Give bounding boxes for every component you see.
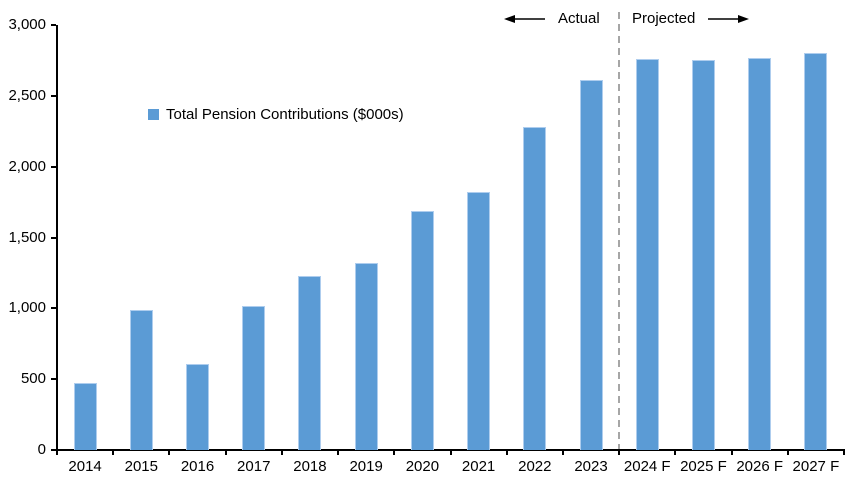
bar-2025-f xyxy=(691,60,715,450)
x-axis-tick xyxy=(224,450,227,455)
y-axis-label: 3,000 xyxy=(8,16,46,33)
x-axis-label: 2021 xyxy=(461,458,496,475)
bar-2022 xyxy=(523,127,547,450)
actual-projected-divider xyxy=(618,12,620,450)
x-axis-tick xyxy=(618,450,621,455)
bar-2017 xyxy=(242,305,266,450)
annotation-actual: Actual xyxy=(504,10,600,27)
x-axis-label: 2027 F xyxy=(792,458,840,475)
bar-2019 xyxy=(354,263,378,450)
x-axis-tick xyxy=(112,450,115,455)
x-axis-tick xyxy=(786,450,789,455)
bar-2020 xyxy=(410,210,434,450)
y-axis-label: 2,000 xyxy=(8,157,46,175)
x-axis-tick xyxy=(449,450,452,455)
x-axis-label: 2018 xyxy=(293,458,327,475)
x-axis-tick xyxy=(561,450,564,455)
bar-2026-f xyxy=(748,57,772,450)
bar-2024-f xyxy=(635,59,659,450)
x-axis-label: 2017 xyxy=(237,458,271,475)
x-axis-label: 2025 F xyxy=(680,458,727,475)
x-axis-label: 2023 xyxy=(574,458,608,475)
x-axis-label: 2014 xyxy=(68,458,102,475)
y-axis-tick xyxy=(51,24,56,26)
x-axis-label: 2016 xyxy=(180,458,215,475)
bar-2015 xyxy=(129,309,153,450)
legend-label: Total Pension Contributions ($000s) xyxy=(166,106,404,123)
y-axis-label: 0 xyxy=(37,441,46,458)
x-axis-label: 2022 xyxy=(518,458,552,475)
x-axis-tick xyxy=(168,450,171,455)
x-axis-tick xyxy=(674,450,677,455)
annotation-projected-label: Projected xyxy=(632,10,696,27)
y-axis-tick xyxy=(51,307,56,310)
y-axis-tick xyxy=(51,236,56,239)
right-arrow-icon xyxy=(708,14,750,23)
x-axis-tick xyxy=(393,450,396,455)
y-axis-tick xyxy=(51,165,56,168)
annotation-projected: Projected xyxy=(632,10,750,27)
y-axis-tick xyxy=(51,449,56,451)
bar-2018 xyxy=(298,275,322,450)
x-axis-tick xyxy=(730,450,733,455)
x-axis-label: 2015 xyxy=(124,458,158,475)
y-axis-label: 1,000 xyxy=(8,299,46,317)
x-axis-tick xyxy=(337,450,340,455)
left-arrow-icon xyxy=(504,14,545,23)
x-axis-tick xyxy=(280,450,283,455)
x-axis-tick xyxy=(56,450,58,455)
y-axis-tick xyxy=(51,94,56,97)
x-axis-tick xyxy=(505,450,508,455)
y-axis-tick xyxy=(51,378,56,381)
x-axis-tick xyxy=(843,450,845,455)
x-axis-label: 2024 F xyxy=(623,458,671,475)
y-axis-label: 1,500 xyxy=(8,228,46,246)
x-axis-label: 2020 xyxy=(405,458,440,475)
bar-2021 xyxy=(467,192,491,450)
bar-2023 xyxy=(579,80,603,450)
x-axis-label: 2026 F xyxy=(736,458,784,475)
y-axis-line xyxy=(56,25,58,455)
bar-2027-f xyxy=(804,53,828,450)
y-axis-label: 500 xyxy=(20,370,46,388)
bar-2016 xyxy=(186,363,210,450)
y-axis-label: 2,500 xyxy=(8,86,46,104)
annotation-actual-label: Actual xyxy=(558,10,600,27)
legend-swatch-icon xyxy=(148,109,159,120)
bar-2014 xyxy=(73,383,97,450)
x-axis-label: 2019 xyxy=(349,458,383,475)
legend: Total Pension Contributions ($000s) xyxy=(148,106,404,123)
